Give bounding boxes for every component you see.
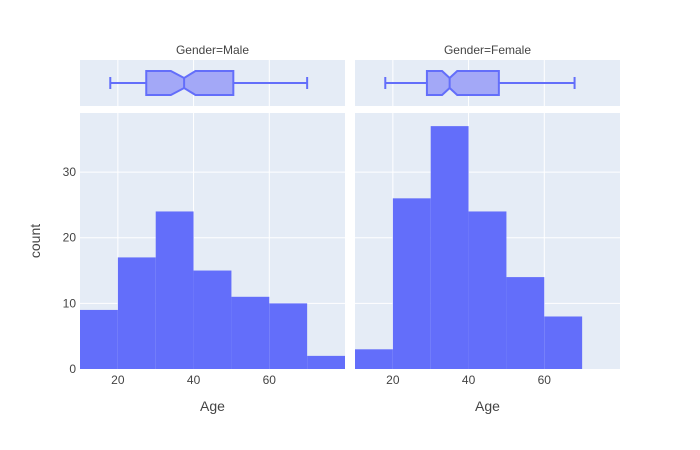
histogram-bar: [231, 296, 270, 369]
histogram-bar: [544, 316, 583, 369]
chart-text: Gender=Male 20 40 60 Age Gender=Female 20 40 60 A…: [27, 43, 551, 414]
histogram-bar: [269, 303, 308, 369]
histogram-bar: [193, 270, 232, 369]
notched-box: [145, 70, 235, 96]
histogram-bar: [506, 277, 545, 369]
y-tick-label: 10: [63, 296, 77, 310]
x-tick-label: 60: [538, 373, 552, 387]
y-axis-title: count: [27, 224, 43, 258]
x-axis-title: Age: [475, 398, 500, 414]
histogram-bar: [392, 198, 431, 369]
facet-title: Gender=Female: [444, 43, 531, 57]
x-tick-label: 40: [187, 373, 201, 387]
histogram-bar: [155, 211, 194, 369]
x-tick-label: 60: [263, 373, 277, 387]
y-tick-label: 0: [69, 362, 76, 376]
y-tick-label: 20: [63, 231, 77, 245]
x-tick-label: 20: [111, 373, 125, 387]
histogram-bar: [80, 309, 118, 369]
facet-title: Gender=Male: [176, 43, 249, 57]
histogram-bar: [355, 349, 393, 369]
x-axis-title: Age: [200, 398, 225, 414]
notched-box: [425, 70, 500, 96]
histogram-bar: [307, 355, 345, 369]
histogram-bar: [117, 257, 156, 369]
x-tick-label: 20: [386, 373, 400, 387]
histogram-bar: [468, 211, 507, 369]
chart-marks: [80, 70, 583, 369]
y-tick-label: 30: [63, 165, 77, 179]
x-tick-label: 40: [462, 373, 476, 387]
histogram-bar: [430, 126, 469, 369]
